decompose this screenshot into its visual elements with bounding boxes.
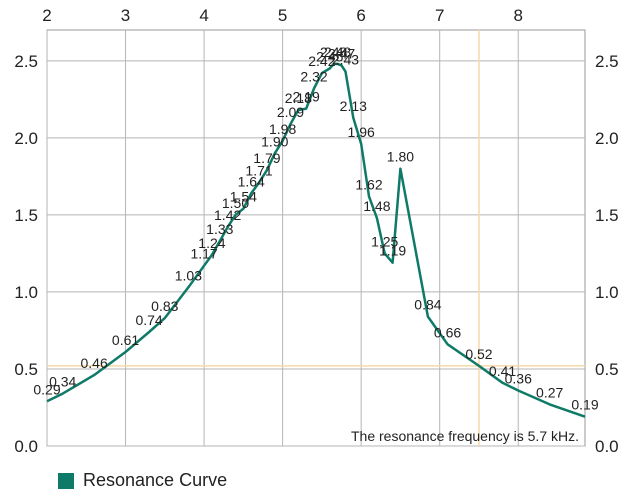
x-tick-label: 4: [199, 6, 208, 25]
data-label: 2.43: [332, 52, 359, 68]
y-tick-label-right: 2.0: [595, 129, 619, 148]
data-label: 2.13: [340, 98, 367, 114]
data-label: 1.79: [253, 150, 280, 166]
y-tick-label-left: 1.0: [14, 283, 38, 302]
axis-ticks: 2 3 4 5 6 7 8 0.0 0.0 0.5 0.5 1.0 1.0 1.5 1.5 2.0 2.0 2.5…: [14, 6, 618, 456]
data-label: 0.19: [571, 397, 598, 413]
data-label: 2.19: [293, 89, 320, 105]
data-label: 1.19: [379, 243, 406, 259]
resonance-annotation: The resonance frequency is 5.7 kHz.: [351, 428, 579, 444]
data-label: 1.17: [190, 246, 217, 262]
data-label: 0.27: [536, 384, 563, 400]
data-label: 0.66: [434, 324, 461, 340]
legend: Resonance Curve: [58, 470, 227, 491]
data-labels: 0.290.340.46 0.61 0.740.83 1.03 1.171.241.33…: [33, 44, 598, 413]
series-line-layer: [46, 62, 586, 418]
y-tick-label-left: 2.5: [14, 52, 38, 71]
data-label: 1.71: [245, 163, 272, 179]
data-label: 1.98: [269, 121, 296, 137]
x-tick-label: 7: [435, 6, 444, 25]
data-label: 0.46: [80, 355, 107, 371]
x-tick-label: 2: [42, 6, 51, 25]
data-label: 2.48: [324, 44, 351, 60]
y-tick-label-right: 0.5: [595, 360, 619, 379]
data-label: 2.32: [300, 69, 327, 85]
y-tick-label-left: 0.0: [14, 437, 38, 456]
data-label: 1.96: [348, 124, 375, 140]
legend-swatch: [58, 472, 74, 489]
data-label: 2.45: [316, 49, 343, 65]
data-label: 0.61: [112, 332, 139, 348]
data-label: 1.25: [371, 233, 398, 249]
y-tick-label-left: 1.5: [14, 206, 38, 225]
data-label: 1.54: [230, 189, 257, 205]
data-label: 0.34: [49, 374, 76, 390]
data-label: 1.24: [198, 235, 225, 251]
data-label: 1.90: [261, 133, 288, 149]
data-label: 1.33: [206, 221, 233, 237]
data-label: 1.50: [222, 195, 249, 211]
y-tick-label-right: 0.0: [595, 437, 619, 456]
data-label: 0.41: [489, 363, 516, 379]
data-label: 0.74: [135, 312, 162, 328]
data-label: 2.18: [285, 90, 312, 106]
data-label: 2.42: [308, 53, 335, 69]
data-label: 1.48: [363, 198, 390, 214]
reference-lines: [47, 30, 585, 446]
y-tick-label-right: 1.0: [595, 283, 619, 302]
legend-label: Resonance Curve: [83, 470, 228, 490]
x-tick-label: 6: [356, 6, 365, 25]
y-tick-label-right: 2.5: [595, 52, 619, 71]
data-label: 0.83: [151, 298, 178, 314]
data-label: 1.64: [238, 173, 265, 189]
series-line: [46, 62, 586, 418]
grid: [46, 29, 586, 447]
y-tick-label-left: 0.5: [14, 360, 38, 379]
data-label: 1.62: [355, 176, 382, 192]
data-label: 0.29: [33, 381, 60, 397]
data-label: 1.80: [387, 149, 414, 165]
data-label: 2.47: [328, 45, 355, 61]
x-tick-label: 5: [278, 6, 287, 25]
y-tick-label-left: 2.0: [14, 129, 38, 148]
data-label: 0.36: [505, 371, 532, 387]
data-label: 1.03: [175, 267, 202, 283]
data-label: 2.09: [277, 104, 304, 120]
data-label: 0.84: [414, 297, 441, 313]
x-tick-label: 3: [121, 6, 130, 25]
y-tick-label-right: 1.5: [595, 206, 619, 225]
data-label: 0.52: [465, 346, 492, 362]
x-tick-label: 8: [514, 6, 523, 25]
data-label: 1.42: [214, 207, 241, 223]
data-label: 2.48: [320, 44, 347, 60]
